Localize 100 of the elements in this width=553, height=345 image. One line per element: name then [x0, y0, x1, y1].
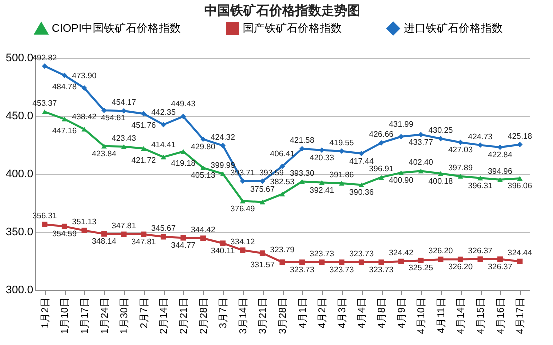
x-tick-label: 4月9日: [396, 298, 408, 329]
data-label: 347.81: [112, 222, 137, 231]
data-label: 422.84: [488, 150, 514, 160]
data-label: 492.82: [32, 53, 58, 62]
point: [240, 198, 246, 204]
point: [82, 86, 88, 92]
point: [200, 136, 206, 142]
data-label: 324.44: [508, 248, 533, 258]
point: [438, 136, 444, 142]
data-label: 348.14: [92, 237, 118, 246]
x-tick-label: 3月28日: [278, 298, 289, 334]
x-tick-label: 4月1日: [298, 298, 309, 329]
data-label: 454.61: [101, 114, 126, 123]
data-label: 405.13: [191, 171, 216, 180]
data-label: 345.67: [151, 224, 176, 234]
data-label: 326.37: [488, 262, 514, 272]
x-tick-label: 3月7日: [218, 298, 230, 329]
point: [62, 224, 68, 230]
point: [378, 175, 384, 180]
point: [498, 177, 504, 182]
data-label: 344.77: [171, 241, 196, 250]
point: [141, 146, 147, 152]
x-tick-label: 4月14日: [456, 298, 468, 334]
point: [517, 176, 523, 181]
point: [220, 240, 226, 246]
data-label: 323.73: [290, 265, 316, 274]
point: [42, 64, 48, 70]
point: [300, 260, 306, 266]
data-label: 344.42: [191, 225, 216, 234]
x-tick-label: 1月17日: [80, 298, 91, 334]
data-label: 423.43: [112, 134, 137, 143]
data-label: 419.18: [171, 158, 196, 168]
data-label: 394.96: [488, 166, 514, 176]
data-label: 324.42: [389, 248, 414, 258]
chart-title: 中国铁矿石价格指数走势图: [204, 3, 360, 18]
point: [458, 140, 464, 146]
point: [102, 144, 108, 149]
data-label: 426.66: [369, 130, 394, 140]
data-label: 424.73: [468, 132, 494, 142]
point: [398, 170, 404, 176]
data-label: 323.79: [270, 245, 296, 254]
point: [42, 222, 48, 228]
data-label: 323.73: [310, 249, 335, 258]
x-tick-label: 3月14日: [238, 298, 250, 334]
data-label: 376.49: [230, 204, 256, 214]
point: [458, 174, 464, 179]
x-tick-label: 2月28日: [198, 298, 210, 334]
point: [240, 248, 246, 254]
x-tick-label: 2月7日: [139, 298, 150, 329]
x-tick-label: 1月2日: [40, 298, 52, 329]
data-label: 354.59: [52, 230, 78, 239]
data-label: 325.25: [408, 264, 434, 273]
point: [121, 232, 127, 238]
point: [517, 142, 523, 148]
data-label: 396.91: [369, 164, 394, 174]
point: [339, 148, 345, 154]
data-label: 402.40: [408, 158, 434, 168]
point: [280, 260, 286, 266]
point: [339, 260, 345, 266]
data-label: 356.31: [32, 212, 58, 221]
point: [220, 172, 226, 176]
data-label: 391.86: [330, 170, 355, 180]
x-tick-label: 4月8日: [377, 298, 388, 329]
data-label: 430.25: [428, 126, 454, 135]
point: [300, 179, 306, 184]
data-label: 423.84: [92, 149, 118, 158]
data-label: 451.76: [132, 120, 157, 130]
data-label: 453.37: [32, 99, 58, 108]
data-label: 323.73: [330, 265, 355, 274]
data-label: 431.99: [389, 120, 414, 129]
data-label: 331.57: [250, 260, 276, 270]
point: [358, 182, 364, 188]
x-tick-label: 1月10日: [60, 298, 72, 334]
point: [260, 200, 266, 205]
point: [478, 256, 484, 262]
point: [200, 166, 206, 170]
point: [62, 72, 68, 78]
x-tick-label: 3月21日: [258, 298, 270, 334]
data-label: 382.53: [270, 177, 296, 186]
point: [42, 110, 48, 114]
y-tick-label: 350.0: [6, 226, 34, 238]
x-tick-label: 2月14日: [159, 298, 170, 334]
data-label: 397.89: [448, 163, 474, 172]
point: [418, 258, 424, 264]
data-label: 375.67: [250, 185, 276, 194]
data-label: 393.30: [290, 168, 316, 178]
point: [141, 111, 147, 117]
data-label: 347.81: [132, 238, 157, 247]
data-label: 447.16: [52, 126, 78, 136]
point: [358, 260, 364, 266]
point: [160, 154, 166, 160]
data-label: 429.80: [191, 142, 216, 152]
point: [200, 236, 206, 242]
data-label: 417.44: [349, 156, 374, 166]
y-tick-label: 400.0: [6, 168, 34, 180]
data-label: 396.06: [508, 182, 533, 191]
y-tick-label: 300.0: [6, 284, 34, 296]
point: [220, 143, 226, 149]
point: [478, 176, 484, 181]
data-label: 323.73: [369, 265, 394, 274]
